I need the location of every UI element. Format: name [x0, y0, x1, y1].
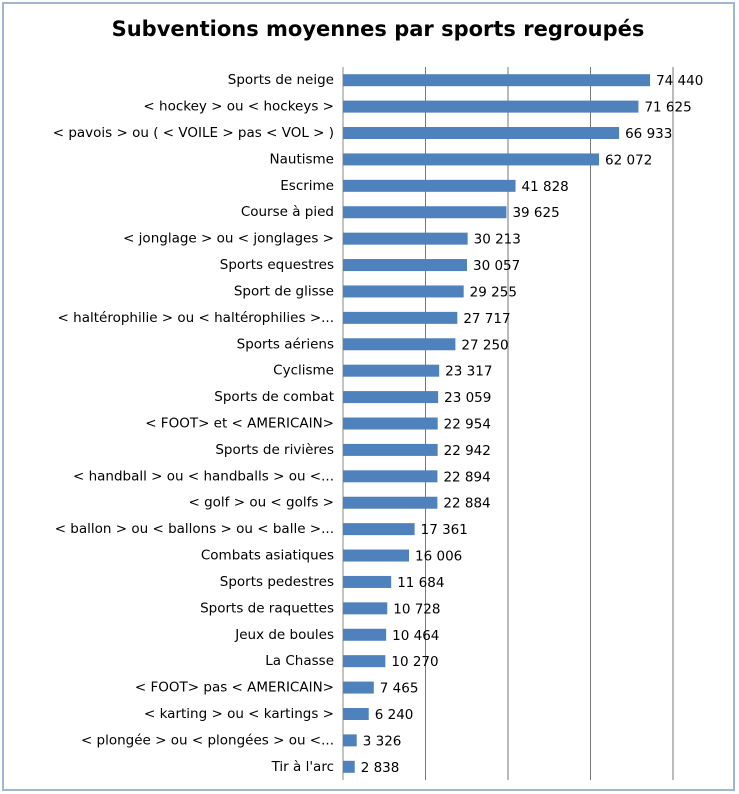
bar [343, 153, 600, 166]
category-label: < handball > ou < handballs > ou <... [73, 468, 334, 484]
value-label: 66 933 [625, 126, 672, 142]
bar [343, 285, 464, 298]
bar [343, 681, 374, 694]
category-label: Sports equestres [220, 257, 334, 273]
category-label: Sports de combat [214, 389, 334, 405]
value-label: 30 213 [474, 232, 521, 248]
value-label: 10 270 [391, 654, 438, 670]
value-label: 11 684 [397, 575, 444, 591]
category-label: Sports aériens [237, 336, 334, 352]
category-label: Sports de raquettes [200, 600, 334, 616]
category-label: < golf > ou < golfs > [188, 495, 334, 511]
category-label: Escrime [280, 178, 334, 194]
value-label: 7 465 [380, 681, 419, 697]
bar [343, 417, 438, 430]
bar [343, 443, 438, 456]
value-label: 71 625 [644, 100, 691, 116]
value-label: 2 838 [361, 760, 400, 776]
bar [343, 127, 620, 140]
bar [343, 206, 507, 219]
value-label: 23 059 [444, 390, 491, 406]
bar [343, 338, 456, 351]
value-label: 10 728 [393, 601, 440, 617]
category-label: Sport de glisse [234, 283, 334, 299]
category-label: La Chasse [265, 653, 334, 669]
category-label: Cyclisme [273, 363, 334, 379]
bar [343, 707, 369, 720]
bar [343, 655, 386, 668]
bar [343, 311, 458, 324]
category-label: Course à pied [241, 204, 334, 220]
category-label: < FOOT> pas < AMERICAIN> [135, 680, 334, 696]
category-label: Combats asiatiques [201, 548, 334, 564]
bar [343, 470, 438, 483]
bar [343, 549, 410, 562]
value-label: 29 255 [470, 284, 517, 300]
category-label: Nautisme [270, 151, 334, 167]
bar [343, 602, 388, 615]
value-label: 22 894 [443, 469, 490, 485]
value-label: 17 361 [421, 522, 468, 538]
value-label: 27 250 [461, 337, 508, 353]
value-label: 10 464 [392, 628, 439, 644]
category-label: Sports de neige [228, 72, 334, 88]
value-label: 41 828 [522, 179, 569, 195]
value-label: 16 006 [415, 549, 462, 565]
value-label: 27 717 [463, 311, 510, 327]
bar [343, 364, 440, 377]
category-label: < jonglage > ou < jonglages > [123, 231, 334, 247]
value-label: 3 326 [363, 733, 402, 749]
bar [343, 628, 387, 641]
category-label: < hockey > ou < hockeys > [143, 99, 334, 115]
value-label: 22 942 [444, 443, 491, 459]
category-label: Sports de rivières [215, 442, 334, 458]
category-label: < haltérophilie > ou < haltérophilies >.… [58, 310, 334, 326]
category-label: < karting > ou < kartings > [144, 706, 334, 722]
chart-title: Subventions moyennes par sports regroupé… [112, 17, 645, 41]
bar [343, 496, 438, 509]
value-label: 6 240 [375, 707, 414, 723]
value-label: 39 625 [512, 205, 559, 221]
bar [343, 523, 415, 536]
category-label: < plongée > ou < plongées > ou <... [81, 732, 334, 748]
category-label: Sports pedestres [220, 574, 334, 590]
category-label: < FOOT> et < AMERICAIN> [145, 416, 334, 432]
bar [343, 232, 468, 245]
bar [343, 179, 516, 192]
value-label: 74 440 [656, 73, 703, 89]
bar [343, 74, 651, 87]
value-label: 22 954 [444, 417, 491, 433]
value-label: 22 884 [443, 496, 490, 512]
bar [343, 734, 357, 747]
bar [343, 391, 439, 404]
bar [343, 259, 467, 272]
bar [343, 575, 392, 588]
category-label: Jeux de boules [234, 627, 334, 643]
value-label: 62 072 [605, 152, 652, 168]
category-label: < pavois > ou ( < VOILE > pas < VOL > ) [53, 125, 334, 141]
bar [343, 100, 639, 113]
category-label: Tir à l'arc [271, 759, 334, 775]
value-label: 30 057 [473, 258, 520, 274]
bar [343, 760, 355, 773]
category-label: < ballon > ou < ballons > ou < balle >..… [55, 521, 334, 537]
value-label: 23 317 [445, 364, 492, 380]
